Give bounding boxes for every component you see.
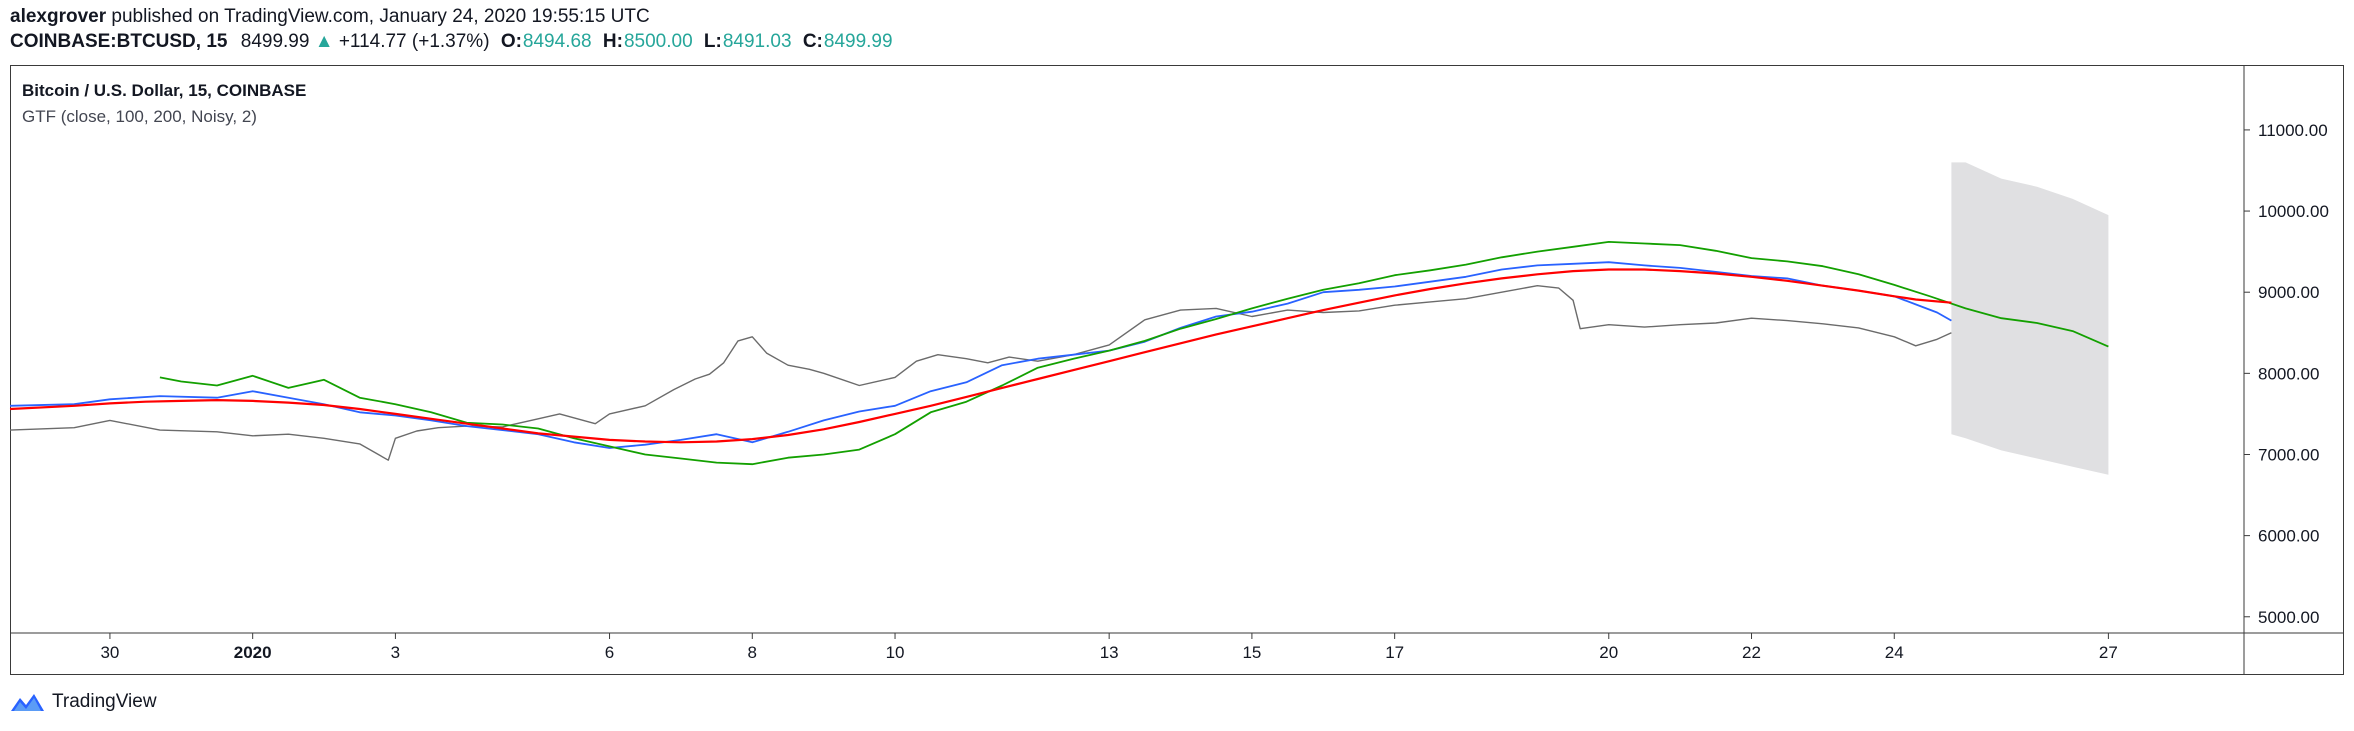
series-price-line xyxy=(9,285,1952,461)
x-tick-label: 2020 xyxy=(234,643,272,662)
x-tick-label: 13 xyxy=(1100,643,1119,662)
x-tick-label: 24 xyxy=(1885,643,1904,662)
y-tick-label: 10000.00 xyxy=(2258,202,2329,221)
series-layer xyxy=(9,241,2109,466)
legend-indicator[interactable]: GTF (close, 100, 200, Noisy, 2) xyxy=(22,107,257,126)
time-axis[interactable]: 30 2020 3 6 8 10 13 15 17 20 22 24 27 xyxy=(100,633,2118,662)
y-tick-label: 8000.00 xyxy=(2258,364,2319,383)
low-label: L: xyxy=(703,31,722,52)
x-tick-label: 20 xyxy=(1599,643,1618,662)
footer-brand-label: TradingView xyxy=(52,691,157,712)
x-tick-label: 8 xyxy=(748,643,757,662)
series-red-line xyxy=(9,268,1952,444)
x-tick-label: 3 xyxy=(391,643,400,662)
x-tick-label: 27 xyxy=(2099,643,2118,662)
high-label: H: xyxy=(602,31,623,52)
published-text: published on TradingView.com, January 24… xyxy=(111,6,650,27)
footer-brand[interactable]: TradingView xyxy=(10,690,157,714)
tradingview-logo-icon xyxy=(11,694,44,711)
x-tick-label: 10 xyxy=(886,643,905,662)
x-tick-label: 15 xyxy=(1242,643,1261,662)
y-tick-label: 5000.00 xyxy=(2258,608,2319,627)
price-change: +114.77 (+1.37%) xyxy=(338,31,490,52)
published-line: alexgrover published on TradingView.com,… xyxy=(10,6,650,28)
author-name[interactable]: alexgrover xyxy=(10,6,107,27)
open-value: 8494.68 xyxy=(522,31,592,52)
series-green-line xyxy=(159,241,2109,466)
forecast-band-layer xyxy=(1951,162,2109,475)
quote-bar: COINBASE:BTCUSD, 15 8499.99 ▲ +114.77 (+… xyxy=(10,31,893,53)
close-value: 8499.99 xyxy=(823,31,893,52)
open-label: O: xyxy=(500,31,522,52)
change-arrow-icon: ▲ xyxy=(314,31,334,52)
low-value: 8491.03 xyxy=(722,31,792,52)
x-tick-label: 17 xyxy=(1385,643,1404,662)
x-tick-label: 22 xyxy=(1742,643,1761,662)
x-tick-label: 30 xyxy=(100,643,119,662)
y-tick-label: 9000.00 xyxy=(2258,283,2319,302)
price-axis[interactable]: 11000.00 10000.00 9000.00 8000.00 7000.00 600… xyxy=(2244,121,2329,627)
x-tick-label: 6 xyxy=(605,643,614,662)
y-tick-label: 7000.00 xyxy=(2258,445,2319,464)
series-blue-line xyxy=(9,261,1952,449)
high-value: 8500.00 xyxy=(623,31,693,52)
legend-title: Bitcoin / U.S. Dollar, 15, COINBASE xyxy=(22,81,307,100)
last-price: 8499.99 xyxy=(240,31,310,52)
y-tick-label: 6000.00 xyxy=(2258,527,2319,546)
symbol-label: COINBASE:BTCUSD, 15 xyxy=(10,31,228,52)
forecast-band xyxy=(1951,162,2109,475)
chart-frame xyxy=(10,65,2344,675)
close-label: C: xyxy=(802,31,823,52)
y-tick-label: 11000.00 xyxy=(2258,121,2328,140)
chart-legend: Bitcoin / U.S. Dollar, 15, COINBASE GTF … xyxy=(22,78,306,130)
